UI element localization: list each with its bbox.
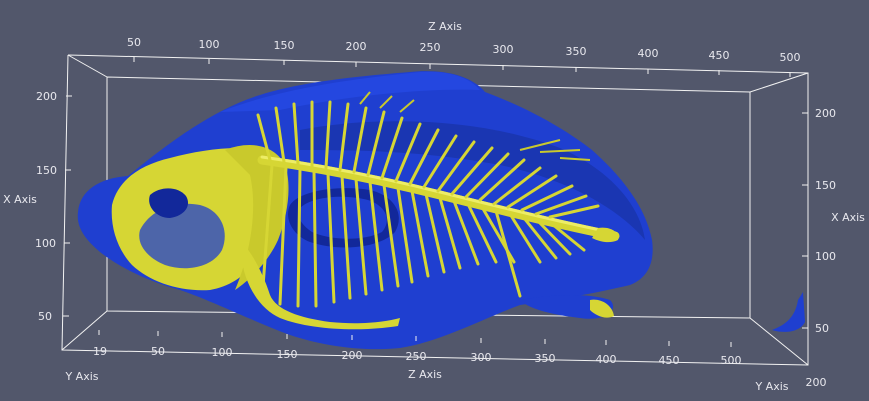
z-axis-top-tick-label: 400 — [638, 47, 659, 60]
z-axis-top-tick-label: 100 — [199, 38, 220, 51]
z-axis-bottom-tick-label: 350 — [535, 352, 556, 365]
z-axis-top-tick-label: 250 — [420, 41, 441, 54]
z-axis-top-tick-label: 200 — [346, 40, 367, 53]
x-axis-right-tick-label: 200 — [815, 107, 836, 120]
z-axis-bottom-title: Z Axis — [408, 368, 442, 381]
pelvic-fin — [520, 295, 614, 319]
pectoral-girdle — [240, 240, 400, 330]
fish-dorsal-ridge — [220, 71, 480, 112]
y-axis-left-tick-label: 19 — [93, 345, 107, 358]
z-axis-bottom-tick-label: 150 — [277, 348, 298, 361]
z-axis-top-tick-label: 450 — [709, 49, 730, 62]
z-axis-top-tick-label: 500 — [780, 51, 801, 64]
z-axis-top-tick-label: 350 — [566, 45, 587, 58]
z-axis-top-title: Z Axis — [428, 20, 462, 33]
z-axis-bottom-tick-label: 50 — [151, 345, 165, 358]
z-axis-top-tick-label: 300 — [493, 43, 514, 56]
x-axis-right-title: X Axis — [831, 211, 865, 224]
x-axis-right: X Axis 200 150 100 50 — [815, 107, 865, 335]
x-axis-left-tick-label: 150 — [36, 164, 57, 177]
y-axis-right: 200 Y Axis — [754, 376, 826, 393]
x-axis-right-tick-label: 50 — [815, 322, 829, 335]
x-axis-left-tick-label: 50 — [38, 310, 52, 323]
z-axis-bottom-tick-label: 450 — [659, 354, 680, 367]
tick-marks — [63, 57, 808, 347]
z-axis-top-tick-label: 50 — [127, 36, 141, 49]
fish-skeleton-surface — [111, 91, 620, 330]
vertebral-column-highlight — [260, 155, 617, 235]
z-axis-bottom-tick-label: 500 — [721, 354, 742, 367]
x-axis-right-tick-label: 100 — [815, 250, 836, 263]
y-axis-right-tick-label: 200 — [806, 376, 827, 389]
y-axis-right-title: Y Axis — [754, 380, 788, 393]
x-axis-left-tick-label: 100 — [35, 237, 56, 250]
anal-fin-bone — [590, 299, 614, 318]
z-axis-bottom-tick-label: 100 — [212, 346, 233, 359]
z-axis-bottom: Z Axis 50 100 150 200 250 300 350 400 45… — [151, 345, 742, 381]
orbit — [149, 188, 189, 218]
vertebral-column — [257, 155, 620, 241]
z-axis-top-tick-label: 150 — [274, 39, 295, 52]
bounding-box-front — [61, 54, 809, 366]
y-axis-left: 19 Y Axis — [64, 345, 107, 383]
tail-fragment — [772, 292, 805, 332]
z-axis-top: Z Axis 50 100 150 200 250 300 350 400 45… — [127, 20, 801, 64]
z-axis-bottom-tick-label: 400 — [596, 353, 617, 366]
z-axis-bottom-tick-label: 250 — [406, 350, 427, 363]
z-axis-bottom-tick-label: 300 — [471, 351, 492, 364]
x-axis-left: X Axis 200 150 100 50 — [3, 90, 57, 323]
x-axis-left-tick-label: 200 — [36, 90, 57, 103]
ribs — [260, 163, 586, 308]
x-axis-left-title: X Axis — [3, 193, 37, 206]
swim-bladder-inner — [298, 196, 387, 239]
y-axis-left-title: Y Axis — [64, 370, 98, 383]
dorsal-fin-rays — [359, 91, 591, 161]
caudal-bones — [592, 227, 619, 243]
z-axis-bottom-tick-label: 200 — [342, 349, 363, 362]
opercle — [225, 145, 289, 290]
x-axis-right-tick-label: 150 — [815, 179, 836, 192]
neural-spines — [256, 100, 600, 219]
skull-cavity — [139, 203, 225, 269]
